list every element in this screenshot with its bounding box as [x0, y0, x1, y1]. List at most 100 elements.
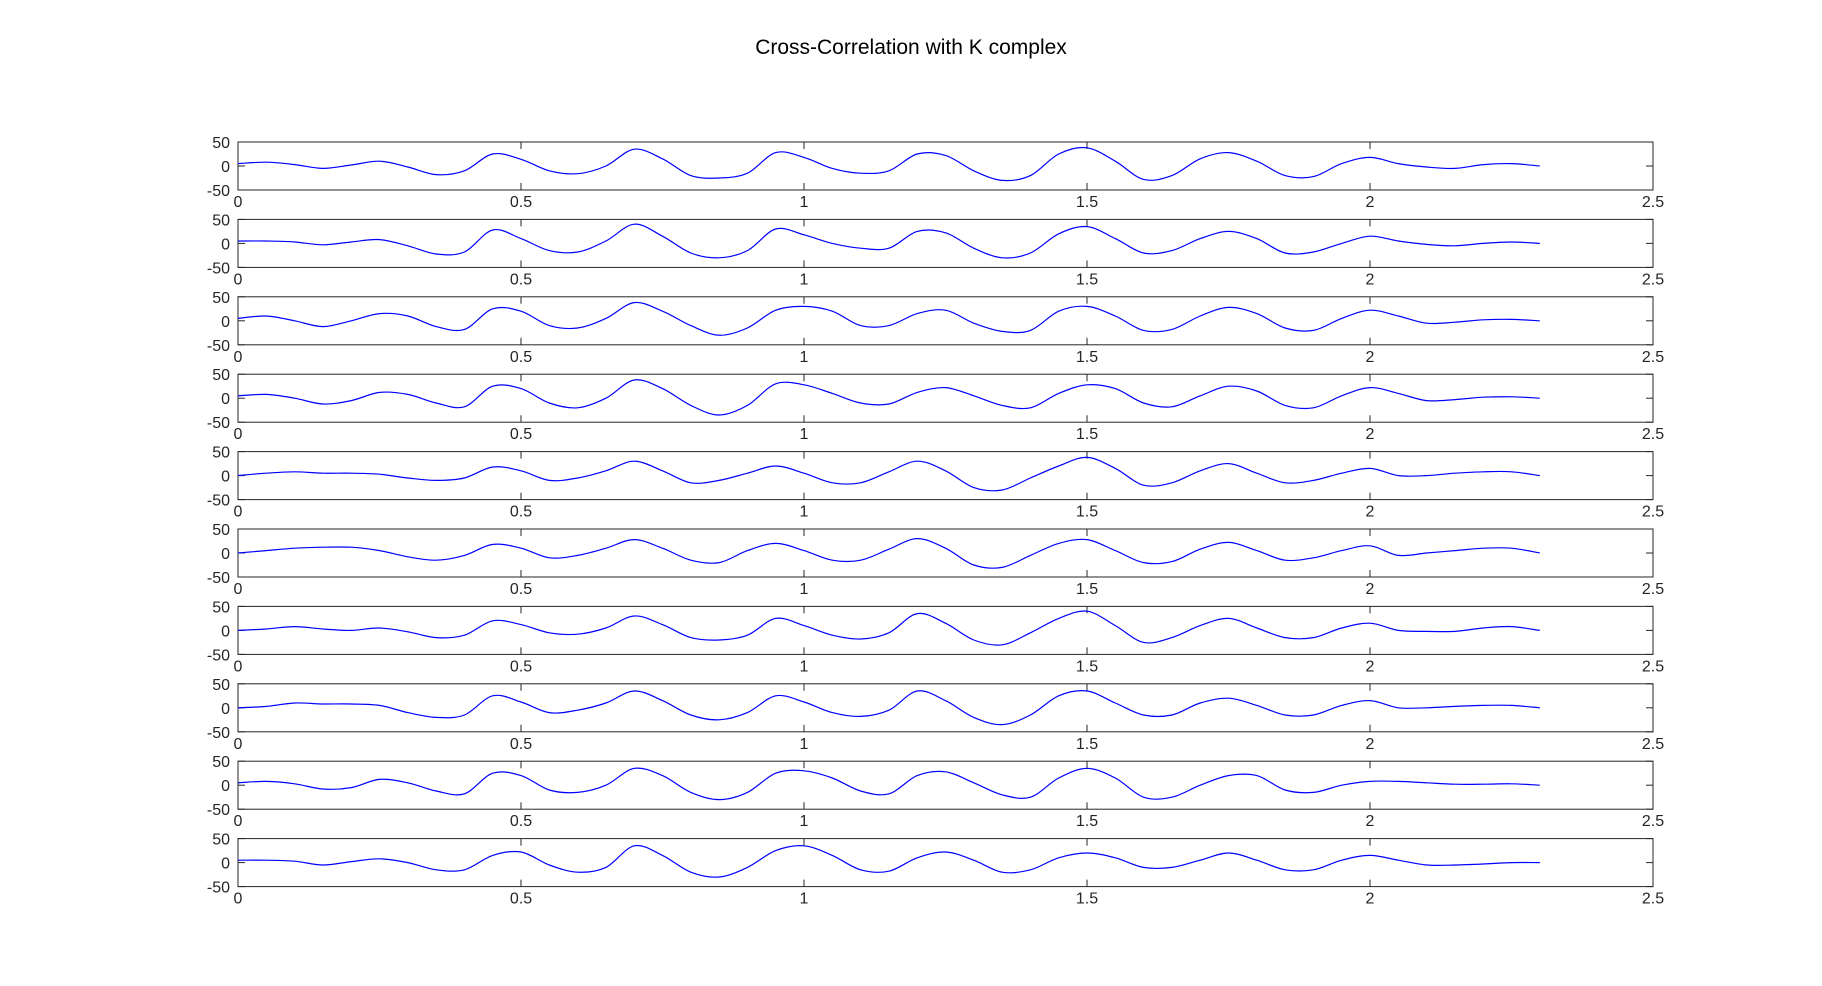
- series-line-8: [237, 690, 1540, 726]
- x-tick-label: 0.5: [510, 736, 532, 753]
- series-line-7: [237, 610, 1540, 646]
- x-tick-label: 1: [800, 426, 809, 443]
- x-tick-label: 0.5: [510, 426, 532, 443]
- axes-box: [237, 683, 1654, 733]
- x-tick-label: 1.5: [1076, 426, 1098, 443]
- x-tick-label: 0: [234, 194, 243, 211]
- series-line-4: [237, 379, 1540, 416]
- x-tick-label: 1.5: [1076, 891, 1098, 908]
- y-tick-label: 0: [221, 159, 230, 176]
- series-line-9: [237, 767, 1540, 801]
- x-tick-label: 1: [800, 581, 809, 598]
- y-tick-label: 50: [212, 832, 230, 849]
- series-line-2: [237, 223, 1540, 259]
- x-tick-label: 2: [1366, 194, 1375, 211]
- y-tick-label: 50: [212, 599, 230, 616]
- x-tick-label: 0: [234, 426, 243, 443]
- axes-box: [237, 296, 1654, 346]
- x-tick-label: 2: [1366, 891, 1375, 908]
- y-tick-label: 50: [212, 135, 230, 152]
- x-tick-label: 0.5: [510, 504, 532, 521]
- y-tick-label: 0: [221, 623, 230, 640]
- series-line-10: [237, 844, 1540, 878]
- y-tick-label: 0: [221, 701, 230, 718]
- y-tick-label: 0: [221, 391, 230, 408]
- y-tick-label: 0: [221, 236, 230, 253]
- y-tick-label: -50: [207, 725, 230, 742]
- x-tick-label: 0.5: [510, 271, 532, 288]
- x-tick-label: 0: [234, 504, 243, 521]
- x-tick-label: 0.5: [510, 891, 532, 908]
- x-tick-label: 2: [1366, 349, 1375, 366]
- y-tick-label: 50: [212, 367, 230, 384]
- x-tick-label: 1: [800, 504, 809, 521]
- x-tick-label: 0: [234, 813, 243, 830]
- x-tick-label: 1.5: [1076, 504, 1098, 521]
- x-tick-label: 2.5: [1642, 658, 1664, 675]
- x-tick-label: 0.5: [510, 581, 532, 598]
- x-tick-label: 1: [800, 194, 809, 211]
- y-tick-label: 0: [221, 856, 230, 873]
- x-tick-label: 1.5: [1076, 271, 1098, 288]
- x-tick-label: 0.5: [510, 813, 532, 830]
- x-tick-label: 0: [234, 271, 243, 288]
- series-line-1: [237, 146, 1540, 182]
- x-tick-label: 1: [800, 736, 809, 753]
- axes-box: [237, 451, 1654, 501]
- y-tick-label: -50: [207, 415, 230, 432]
- y-tick-label: -50: [207, 183, 230, 200]
- x-tick-label: 2: [1366, 504, 1375, 521]
- x-tick-label: 1: [800, 813, 809, 830]
- x-tick-label: 1: [800, 271, 809, 288]
- y-tick-label: 50: [212, 445, 230, 462]
- axes-box: [237, 218, 1654, 268]
- x-tick-label: 0: [234, 349, 243, 366]
- axes-box: [237, 373, 1654, 423]
- y-tick-label: 50: [212, 522, 230, 539]
- y-tick-label: -50: [207, 493, 230, 510]
- x-tick-label: 2.5: [1642, 349, 1664, 366]
- x-tick-label: 0: [234, 891, 243, 908]
- x-tick-label: 2: [1366, 426, 1375, 443]
- y-tick-label: -50: [207, 647, 230, 664]
- x-tick-label: 0: [234, 581, 243, 598]
- x-tick-label: 2.5: [1642, 736, 1664, 753]
- x-tick-label: 1.5: [1076, 349, 1098, 366]
- y-tick-label: 50: [212, 754, 230, 771]
- axes-box: [237, 605, 1654, 655]
- y-tick-label: 50: [212, 212, 230, 229]
- axes-box: [237, 528, 1654, 578]
- series-line-5: [237, 456, 1540, 492]
- x-tick-label: 1: [800, 658, 809, 675]
- x-tick-label: 2.5: [1642, 194, 1664, 211]
- x-tick-label: 0: [234, 736, 243, 753]
- y-tick-label: -50: [207, 802, 230, 819]
- x-tick-label: 2: [1366, 581, 1375, 598]
- y-tick-label: 0: [221, 778, 230, 795]
- y-tick-label: 0: [221, 469, 230, 486]
- y-tick-label: 0: [221, 546, 230, 563]
- x-tick-label: 2.5: [1642, 891, 1664, 908]
- x-tick-label: 2: [1366, 658, 1375, 675]
- x-tick-label: 0: [234, 658, 243, 675]
- x-tick-label: 2.5: [1642, 271, 1664, 288]
- y-tick-label: 0: [221, 314, 230, 331]
- series-line-3: [237, 301, 1540, 336]
- x-tick-label: 2.5: [1642, 581, 1664, 598]
- x-tick-label: 2: [1366, 813, 1375, 830]
- x-tick-label: 1.5: [1076, 194, 1098, 211]
- y-tick-label: 50: [212, 290, 230, 307]
- x-tick-label: 1: [800, 349, 809, 366]
- axes-box: [237, 141, 1654, 191]
- x-tick-label: 0.5: [510, 658, 532, 675]
